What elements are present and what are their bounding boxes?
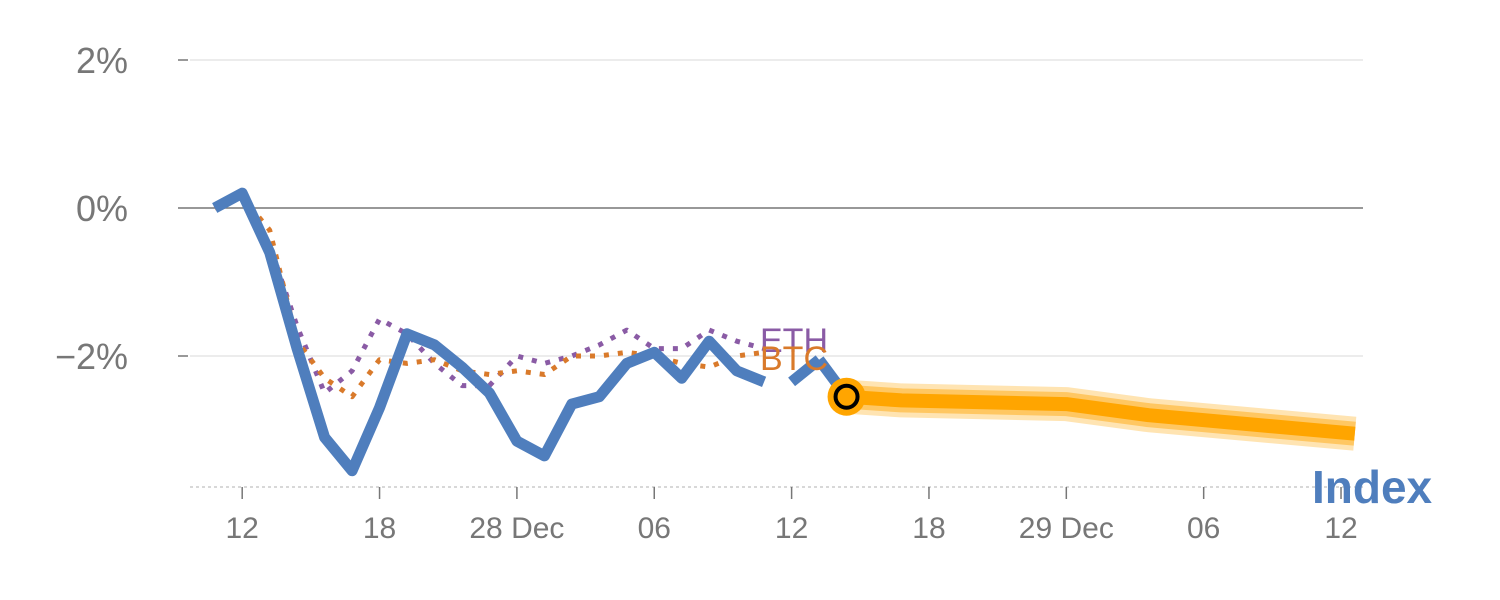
x-tick-label: 12	[775, 512, 808, 545]
forecast-line	[846, 389, 1356, 441]
x-axis: 12 18 28 Dec 06 12 18 29 Dec 06 12	[190, 486, 1363, 545]
current-point-marker	[833, 383, 860, 410]
index-series-line	[212, 187, 767, 477]
index-series-tail	[788, 355, 823, 387]
x-tick-label: 06	[638, 512, 671, 545]
x-tick-label: 29 Dec	[1019, 512, 1114, 545]
series-labels: ETH BTC Index	[760, 322, 1433, 513]
y-tick-label: −2%	[55, 336, 128, 377]
grid-lines	[178, 59, 1363, 357]
forecast-band	[827, 377, 1357, 451]
y-tick-label: 2%	[76, 40, 128, 81]
x-tick-label: 18	[363, 512, 396, 545]
series-lines	[212, 187, 852, 477]
btc-series-label: BTC	[760, 340, 828, 378]
x-tick-label: 06	[1187, 512, 1220, 545]
current-point-halo	[827, 377, 866, 416]
eth-series-label: ETH	[760, 322, 828, 360]
x-tick-label: 12	[226, 512, 259, 545]
y-tick-label: 0%	[76, 188, 128, 229]
x-tick-label: 18	[912, 512, 945, 545]
x-tick-label: 28 Dec	[469, 512, 564, 545]
index-series-label: Index	[1312, 461, 1433, 513]
x-tick-label: 12	[1324, 512, 1357, 545]
y-axis: 2% 0% −2%	[55, 40, 128, 377]
